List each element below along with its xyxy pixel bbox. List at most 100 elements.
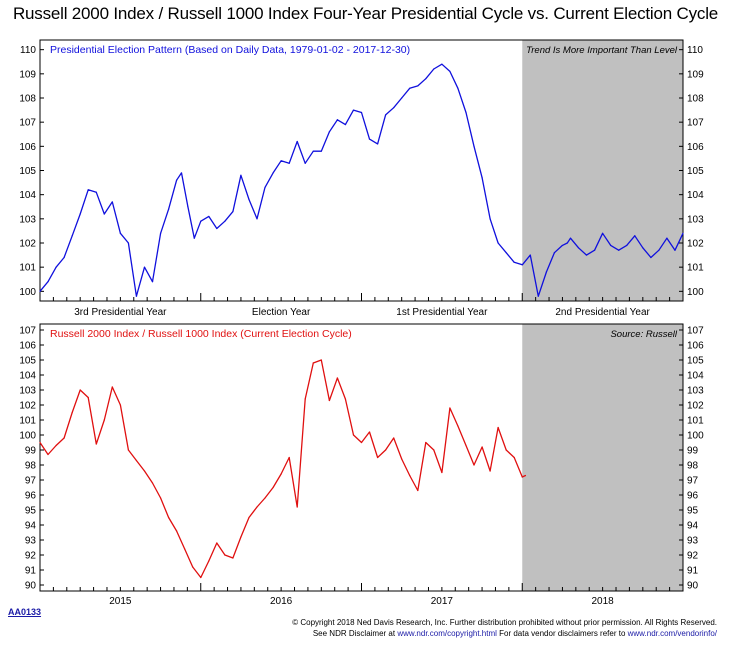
panel1-data-point <box>569 237 572 239</box>
panel2-ytick-label-left: 101 <box>19 416 36 427</box>
panel2-data-point <box>376 456 379 459</box>
panel2-data-point <box>288 456 290 459</box>
panel1-data-point <box>449 70 451 73</box>
panel1-data-point <box>682 232 684 234</box>
panel2-data-point <box>176 530 178 532</box>
panel2-ytick-label-left: 103 <box>19 386 36 397</box>
panel1-shaded-region <box>522 40 683 301</box>
panel2-ytick-label-right: 104 <box>687 371 704 382</box>
panel1-data-point <box>312 150 314 152</box>
panel2-ytick-label-left: 97 <box>25 476 37 487</box>
panel1-data-point <box>103 213 105 215</box>
panel2-ytick-label-right: 102 <box>687 401 704 412</box>
panel1-data-point <box>409 87 411 89</box>
panel2-data-point <box>344 398 347 400</box>
panel1-data-point <box>385 114 387 116</box>
panel2-data-point <box>360 441 363 444</box>
panel2-period-label: 2018 <box>592 596 615 607</box>
panel2-data-point <box>312 362 314 364</box>
panel1-legend: Presidential Election Pattern (Based on … <box>50 44 410 56</box>
panel2-data-point <box>449 407 451 409</box>
panel1-data-point <box>376 143 379 145</box>
panel1-data-point <box>566 242 568 244</box>
panel2-ytick-label-left: 100 <box>19 431 36 442</box>
panel1-data-point <box>561 244 564 247</box>
panel1-annotation: Trend Is More Important Than Level <box>526 45 678 56</box>
panel2-data-point <box>264 497 266 499</box>
panel2-data-point <box>441 471 443 474</box>
panel1-ytick-label-left: 107 <box>19 118 36 129</box>
panel2-data-point <box>272 486 274 489</box>
panel1-data-point <box>489 218 491 220</box>
panel1-data-point <box>393 107 395 109</box>
panel1-data-point <box>240 174 242 176</box>
panel1-data-point <box>457 87 459 89</box>
copyright-link[interactable]: www.ndr.com/copyright.html <box>397 629 497 638</box>
panel2-period-label: 2015 <box>109 596 132 607</box>
panel1-ytick-label-left: 103 <box>19 214 36 225</box>
panel1-data-point <box>521 264 523 266</box>
panel1-data-point <box>111 201 113 203</box>
panel1-data-point <box>433 68 435 70</box>
panel2-data-point <box>425 441 427 444</box>
copyright-line-2: See NDR Disclaimer at www.ndr.com/copyri… <box>292 628 717 639</box>
panel2-data-point <box>95 443 97 445</box>
panel1-data-point <box>497 242 499 244</box>
panel1-period-label: Election Year <box>252 307 311 318</box>
panel2-data-point <box>465 444 467 447</box>
panel1-data-point <box>328 131 330 133</box>
panel2-data-point <box>184 548 186 550</box>
panel2-data-point <box>63 437 65 439</box>
panel2-data-point <box>143 470 146 472</box>
panel2-data-point <box>481 446 483 448</box>
panel1-data-point <box>593 249 596 251</box>
panel1-data-point <box>618 249 620 251</box>
panel2-ytick-label-left: 94 <box>25 521 37 532</box>
panel1-data-point <box>288 162 290 164</box>
panel1-data-point <box>610 244 612 247</box>
panel1-ytick-label-right: 101 <box>687 263 704 274</box>
panel1-ytick-label-right: 105 <box>687 166 704 177</box>
panel1-ytick-label-right: 104 <box>687 190 704 201</box>
panel2-ytick-label-left: 91 <box>25 566 37 577</box>
panel2-data-point <box>513 456 515 459</box>
vendor-info-link[interactable]: www.ndr.com/vendorinfo/ <box>627 629 717 638</box>
panel1-data-point <box>417 85 419 87</box>
panel2-data-point <box>79 389 81 391</box>
panel2-ytick-label-right: 105 <box>687 356 704 367</box>
panel2-data-point <box>497 426 499 429</box>
panel1-data-point <box>441 63 443 65</box>
panel1-data-point <box>513 261 515 263</box>
panel2-data-point <box>192 566 194 568</box>
panel1-ytick-label-right: 106 <box>687 142 704 153</box>
panel2-ytick-label-right: 90 <box>687 581 699 592</box>
panel1-data-point <box>264 186 266 189</box>
panel1-ytick-label-left: 110 <box>20 45 36 56</box>
panel1-data-point <box>71 235 73 237</box>
panel2-ytick-label-left: 99 <box>25 446 37 457</box>
panel2-data-point <box>168 516 170 519</box>
panel1-data-point <box>95 191 97 193</box>
panel1-data-point <box>87 189 89 191</box>
panel1-data-point <box>602 232 604 234</box>
chart-code-link[interactable]: AA0133 <box>8 607 42 617</box>
panel2-data-point <box>328 399 330 402</box>
panel1-data-point <box>344 123 347 126</box>
panel2-data-point <box>55 444 57 447</box>
panel1-ytick-label-left: 105 <box>19 166 36 177</box>
panel1-data-point <box>63 256 65 259</box>
panel1-data-point <box>216 227 218 230</box>
panel2-ytick-label-left: 104 <box>19 371 36 382</box>
panel2-data-point <box>320 359 322 361</box>
panel2-data-point <box>505 449 507 451</box>
panel2-annotation: Source: Russell <box>610 329 677 340</box>
panel2-data-point <box>208 560 210 562</box>
panel2-legend: Russell 2000 Index / Russell 1000 Index … <box>50 328 352 340</box>
panel2-data-point <box>304 398 306 400</box>
disclaimer-text-a: See NDR Disclaimer at <box>312 629 398 638</box>
panel1-data-point <box>127 242 130 244</box>
panel2-ytick-label-left: 90 <box>25 581 37 592</box>
panel1-period-label: 3rd Presidential Year <box>74 307 167 318</box>
panel2-data-point <box>135 459 138 462</box>
panel2-data-point <box>409 474 411 477</box>
